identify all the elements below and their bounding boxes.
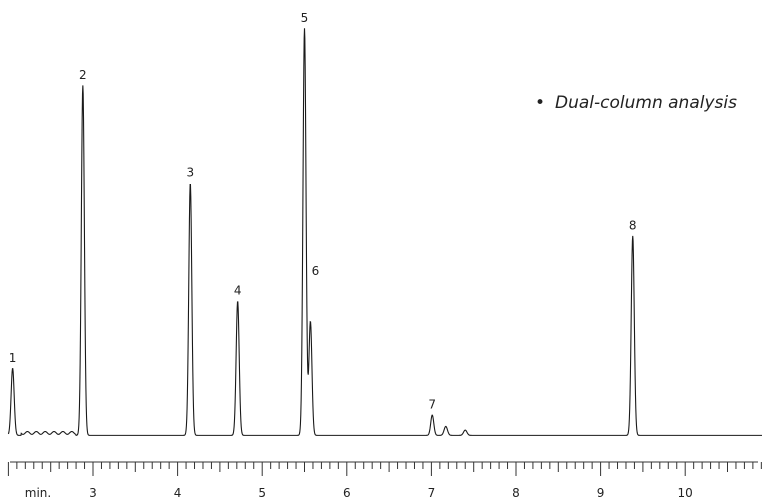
x-axis-tick-labels: 3 4 5 6 7 8 9 10 xyxy=(89,486,693,500)
x-tick-label: 9 xyxy=(597,486,605,500)
peak-label-2: 2 xyxy=(79,68,87,82)
x-tick-label: 10 xyxy=(678,486,693,500)
annotation-bullet-icon: • xyxy=(535,93,545,113)
chromatogram-trace xyxy=(7,28,762,436)
x-tick-label: 5 xyxy=(258,486,266,500)
x-tick-label: 4 xyxy=(174,486,182,500)
peak-label-8: 8 xyxy=(629,219,637,233)
peak-label-7: 7 xyxy=(428,398,436,412)
peak-label-4: 4 xyxy=(234,284,242,298)
peak-label-5: 5 xyxy=(301,11,309,25)
x-tick-label: 6 xyxy=(343,486,351,500)
x-unit-label: min. xyxy=(25,486,51,500)
peak-label-1: 1 xyxy=(9,351,17,365)
peak-label-3: 3 xyxy=(186,166,194,180)
chart-annotation: Dual-column analysis xyxy=(555,93,737,113)
x-tick-label: 3 xyxy=(89,486,97,500)
peak-label-6: 6 xyxy=(312,264,320,278)
x-axis-ticks xyxy=(7,462,762,476)
x-tick-label: 7 xyxy=(428,486,436,500)
x-tick-label: 8 xyxy=(512,486,520,500)
peak-labels: 1 2 3 4 5 6 7 8 xyxy=(9,11,637,412)
